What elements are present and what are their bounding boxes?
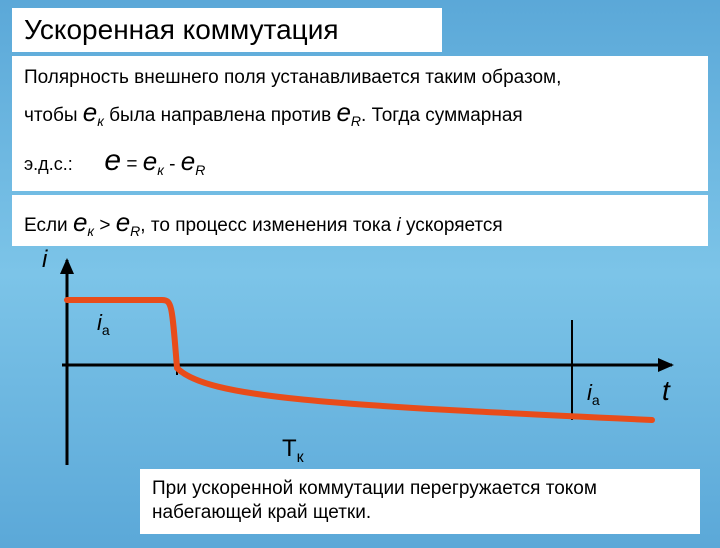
ia-sub-1: a [102, 322, 110, 338]
tk-label: Tк [282, 435, 304, 467]
p2-e2: е [116, 207, 130, 237]
bottom-line2: набегающей край щетки. [152, 501, 688, 526]
bottom-line1: При ускоренной коммутации перегружается … [152, 477, 688, 502]
eq-s3: R [195, 161, 205, 177]
x-axis-label: t [662, 375, 670, 407]
ia-sub-2: a [592, 392, 600, 408]
eq-e3: е [181, 146, 195, 176]
p2-e1: е [73, 207, 87, 237]
chart: i t ia ia Tк [12, 250, 708, 465]
p2-post2: ускоряется [401, 215, 503, 236]
eds-label: э.д.с.: [24, 154, 73, 174]
p1-equation: э.д.с.: е = ек - еR [24, 138, 696, 183]
p2-pre: Если [24, 215, 73, 236]
p1-line2: чтобы ек была направлена против еR. Тогд… [24, 93, 696, 132]
eR-sub: R [351, 112, 361, 128]
bottom-note: При ускоренной коммутации перегружается … [140, 469, 700, 534]
tk-main: T [282, 435, 297, 462]
eq-minus: - [164, 154, 181, 175]
eR-e: е [336, 97, 350, 127]
chart-svg [12, 250, 708, 465]
tk-sub: к [297, 448, 304, 465]
ia-label-bottom: ia [587, 380, 600, 408]
ia-label-top: ia [97, 310, 110, 338]
ek-e: е [83, 97, 97, 127]
p1-l2c: . Тогда суммарная [361, 105, 523, 126]
ek-sub: к [97, 112, 104, 128]
p2-s2: R [130, 222, 140, 238]
y-axis-label: i [42, 246, 47, 274]
p2-post: , то процесс изменения тока [140, 215, 396, 236]
eq-e2: е [143, 146, 157, 176]
page-title: Ускоренная коммутация [24, 14, 430, 46]
title-box: Ускоренная коммутация [12, 8, 442, 52]
p2-gt: > [94, 215, 116, 236]
eq-s2: к [157, 161, 164, 177]
paragraph-1: Полярность внешнего поля устанавливается… [12, 56, 708, 191]
paragraph-2: Если ек > еR, то процесс изменения тока … [12, 195, 708, 246]
eq-eq: = [121, 154, 143, 175]
p1-l2a: чтобы [24, 105, 83, 126]
p1-line1: Полярность внешнего поля устанавливается… [24, 64, 696, 93]
p1-l2b: была направлена против [104, 105, 337, 126]
eq-e1: е [104, 144, 121, 177]
